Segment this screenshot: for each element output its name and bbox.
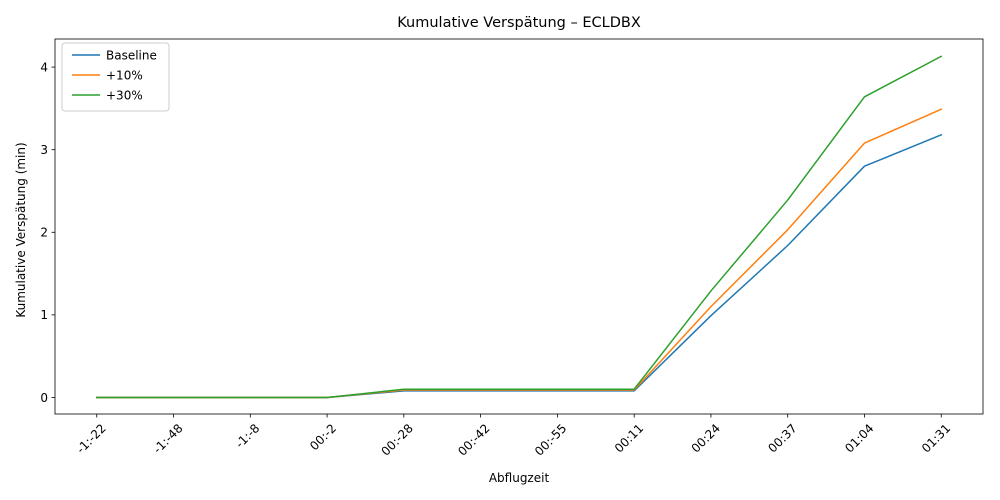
x-tick-label: 01:31 <box>919 421 953 455</box>
x-tick-label: 00:11 <box>612 421 646 455</box>
legend-label-2: +30% <box>106 88 143 102</box>
x-tick-label: 00:-55 <box>532 421 569 458</box>
legend-label-1: +10% <box>106 68 143 82</box>
series-line-2 <box>96 55 943 399</box>
x-tick-label: -1:-8 <box>233 421 263 451</box>
series-line-0 <box>96 133 943 399</box>
x-tick-label: 00:37 <box>765 421 799 455</box>
x-tick-label: 00:24 <box>689 421 723 455</box>
x-axis-title: Abflugzeit <box>489 471 550 485</box>
x-tick-label: -1:-48 <box>151 421 186 456</box>
legend-label-0: Baseline <box>106 48 157 62</box>
series-line-1 <box>96 108 943 399</box>
legend-box <box>61 42 170 112</box>
plot-area: -1:-22 -1:-48 -1:-8 00:-2 00:-28 00:-42 00:-55… <box>40 38 984 459</box>
legend: Baseline +10% +30% <box>61 42 170 112</box>
y-tick-label: 2 <box>40 226 48 240</box>
y-tick-label: 0 <box>40 391 48 405</box>
x-tick-label: 00:-2 <box>307 421 339 453</box>
x-tick-label: 00:-28 <box>378 421 415 458</box>
chart-title: Kumulative Verspätung – ECLDBX <box>397 15 641 31</box>
y-axis-title: Kumulative Verspätung (min) <box>14 142 28 317</box>
y-tick-label: 3 <box>40 143 48 157</box>
y-tick-label: 1 <box>40 308 48 322</box>
x-tick-label: 00:-42 <box>455 421 492 458</box>
y-tick-label: 4 <box>40 60 48 74</box>
x-tick-label: 01:04 <box>842 421 876 455</box>
x-tick-label: -1:-22 <box>74 421 109 456</box>
plot-frame <box>54 38 984 415</box>
